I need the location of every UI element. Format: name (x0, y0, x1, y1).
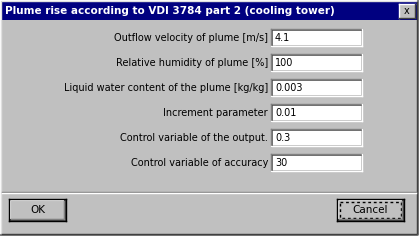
Bar (2, 2, 417, 20)
Bar (272, 155, 361, 170)
Bar (399, 4, 415, 18)
Text: 0.3: 0.3 (275, 133, 290, 143)
Bar (272, 80, 361, 95)
Bar (10, 200, 65, 220)
Bar (272, 105, 361, 120)
Bar (340, 202, 401, 218)
Text: 30: 30 (275, 158, 287, 168)
Bar (272, 130, 361, 145)
Text: Increment parameter: Increment parameter (163, 108, 268, 118)
Bar (338, 200, 403, 220)
Text: Control variable of accuracy: Control variable of accuracy (131, 158, 268, 168)
Text: Plume rise according to VDI 3784 part 2 (cooling tower): Plume rise according to VDI 3784 part 2 … (5, 6, 335, 16)
Bar (272, 30, 361, 45)
Text: 0.003: 0.003 (275, 83, 303, 93)
Text: 100: 100 (275, 58, 293, 68)
Text: 0.01: 0.01 (275, 108, 296, 118)
Text: Cancel: Cancel (353, 205, 388, 215)
Text: OK: OK (30, 205, 45, 215)
Text: Liquid water content of the plume [kg/kg]: Liquid water content of the plume [kg/kg… (64, 83, 268, 93)
Text: 4.1: 4.1 (275, 33, 290, 43)
Text: x: x (404, 6, 410, 16)
Text: Control variable of the output.: Control variable of the output. (120, 133, 268, 143)
Text: Outflow velocity of plume [m/s]: Outflow velocity of plume [m/s] (114, 33, 268, 43)
Bar (272, 55, 361, 70)
Text: Relative humidity of plume [%]: Relative humidity of plume [%] (116, 58, 268, 68)
